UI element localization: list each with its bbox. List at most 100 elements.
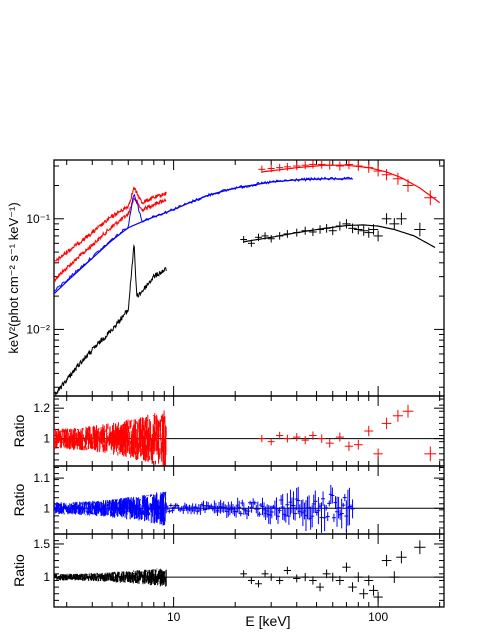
black-data-point	[353, 224, 363, 235]
black-ratio-point	[255, 580, 262, 588]
red-data-point	[402, 179, 414, 192]
black-ratio-point	[359, 588, 369, 599]
red-data-point	[276, 163, 284, 172]
red-ratio-point	[293, 433, 301, 442]
y-tick-label: 10⁻²	[26, 322, 50, 336]
black-ratio-point	[316, 582, 324, 592]
y-tick-label: 1	[43, 501, 50, 515]
black-ratio-point	[301, 573, 309, 582]
black-ratio-point	[381, 554, 392, 567]
black-data-point	[342, 219, 351, 229]
black-data-point	[301, 226, 309, 235]
red-data-point	[293, 162, 301, 170]
black-data-point	[316, 225, 324, 234]
ratio-series-3	[54, 540, 444, 603]
y-tick-label: 1.1	[33, 471, 50, 485]
black-ratio-point	[396, 551, 407, 564]
black-ratio-point	[348, 582, 357, 592]
red-data-point	[364, 162, 374, 173]
red-ratio-point	[335, 432, 344, 442]
red-data-point	[353, 161, 363, 171]
black-ratio-point	[240, 570, 248, 578]
black-data-point	[359, 225, 369, 236]
panel-frame-0	[53, 159, 445, 397]
black-ratio-point	[293, 574, 301, 583]
ratio-series-2	[54, 484, 444, 533]
red-ratio-point	[325, 438, 334, 448]
red-data-point	[392, 172, 404, 185]
red-ratio-point	[353, 439, 363, 450]
blue-model-line	[54, 178, 353, 295]
black-data-point	[293, 228, 301, 237]
black-ratio-point	[309, 576, 317, 585]
black-data-point	[322, 223, 331, 233]
black-data-point	[267, 235, 275, 243]
spectrum-series	[54, 160, 441, 396]
black-ratio-point	[267, 573, 275, 581]
black-data-point	[381, 213, 392, 225]
y-axis-label-1: Ratio	[11, 414, 27, 447]
x-ticks-3	[66, 534, 441, 607]
red-data-point	[258, 165, 266, 173]
black-low-trace	[54, 243, 167, 396]
black-ratio-point	[247, 576, 255, 585]
black-ratio-point	[335, 575, 344, 586]
black-data-point	[364, 227, 374, 238]
black-data-point	[283, 230, 291, 238]
red-ratio-point	[424, 446, 437, 462]
black-ratio-point	[276, 576, 284, 585]
red-data-point	[325, 160, 334, 170]
red-ratio-point	[276, 431, 284, 440]
red-data-point	[335, 161, 344, 171]
black-data-point	[373, 230, 383, 242]
black-data-point	[240, 235, 248, 244]
black-ratio-point	[342, 562, 351, 572]
x-ticks-1	[66, 396, 441, 466]
black-ratio-point	[322, 569, 331, 579]
red-data-point	[344, 160, 354, 170]
x-ticks-0	[66, 160, 441, 396]
black-ratio-point	[364, 575, 374, 586]
x-axis-label: E [keV]	[245, 613, 290, 629]
x-tick-label: 100	[368, 610, 388, 624]
y-tick-label: 1.2	[33, 401, 50, 415]
red-ratio-point	[317, 434, 326, 443]
black-data-point	[261, 232, 269, 240]
red-low-trace-a	[54, 197, 167, 283]
red-model-line	[261, 164, 441, 204]
y-tick-label: 1	[43, 570, 50, 584]
black-data-point	[276, 232, 284, 240]
red-data-point	[424, 190, 437, 206]
black-data-point	[335, 221, 344, 231]
red-ratio-point	[309, 431, 317, 440]
blue-trace	[54, 176, 354, 293]
red-ratio-point	[258, 434, 266, 443]
red-ratio-point	[364, 425, 374, 437]
black-data-point	[255, 233, 262, 241]
y-axis-label-3: Ratio	[11, 554, 27, 587]
red-ratio-point	[392, 409, 404, 422]
red-ratio-point	[373, 448, 383, 460]
y-tick-label: 10⁻¹	[26, 212, 50, 226]
black-data-point	[368, 224, 379, 235]
red-ratio-point	[283, 434, 291, 443]
black-ratio-point	[389, 571, 400, 584]
red-data-point	[317, 160, 326, 169]
red-low-trace-b	[54, 186, 167, 263]
red-data-point	[267, 164, 275, 173]
panel-frame-3	[53, 533, 445, 608]
red-data-point	[301, 161, 309, 170]
x-tick-label: 10	[167, 610, 181, 624]
black-data-point	[328, 226, 337, 236]
y-tick-label: 1	[43, 432, 50, 446]
black-ratio-point	[353, 572, 363, 583]
ratio-series-1	[54, 404, 444, 466]
black-model-line	[243, 224, 436, 249]
black-ratio-point	[261, 570, 269, 578]
black-ratio-point	[414, 540, 426, 555]
black-data-point	[348, 223, 357, 234]
red-data-point	[283, 162, 291, 171]
red-ratio-point	[267, 437, 275, 446]
black-data-point	[414, 222, 426, 237]
